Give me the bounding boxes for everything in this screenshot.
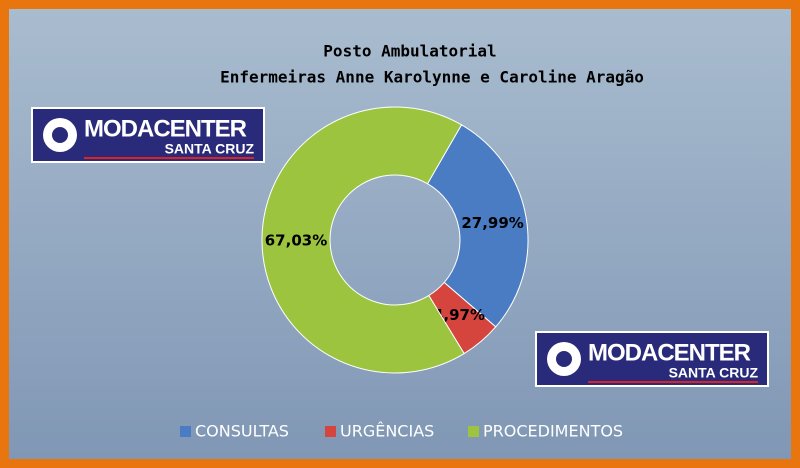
slice <box>426 124 529 328</box>
logo: MODACENTER SANTA CRUZ <box>31 107 265 163</box>
legend-swatch <box>180 426 191 437</box>
chart-title: Posto Ambulatorial <box>323 42 496 61</box>
slice <box>261 106 465 374</box>
legend-swatch <box>468 426 479 437</box>
logo-text: MODACENTER <box>588 339 751 366</box>
legend-label: URGÊNCIAS <box>340 422 434 441</box>
legend-label: CONSULTAS <box>195 422 289 441</box>
chart-subtitle: Enfermeiras Anne Karolynne e Caroline Ar… <box>220 68 644 87</box>
logo-subtext: SANTA CRUZ <box>165 141 255 157</box>
legend-label: PROCEDIMENTOS <box>483 422 623 441</box>
data-label: 67,03% <box>265 232 327 250</box>
logo-icon <box>52 127 68 143</box>
logo-text: MODACENTER <box>84 115 247 142</box>
logo-subtext: SANTA CRUZ <box>669 365 759 381</box>
legend-swatch <box>325 426 336 437</box>
data-label: 27,99% <box>461 214 523 232</box>
logo: MODACENTER SANTA CRUZ <box>535 331 769 387</box>
data-label: 4,97% <box>433 306 485 324</box>
logo-icon <box>556 351 572 367</box>
